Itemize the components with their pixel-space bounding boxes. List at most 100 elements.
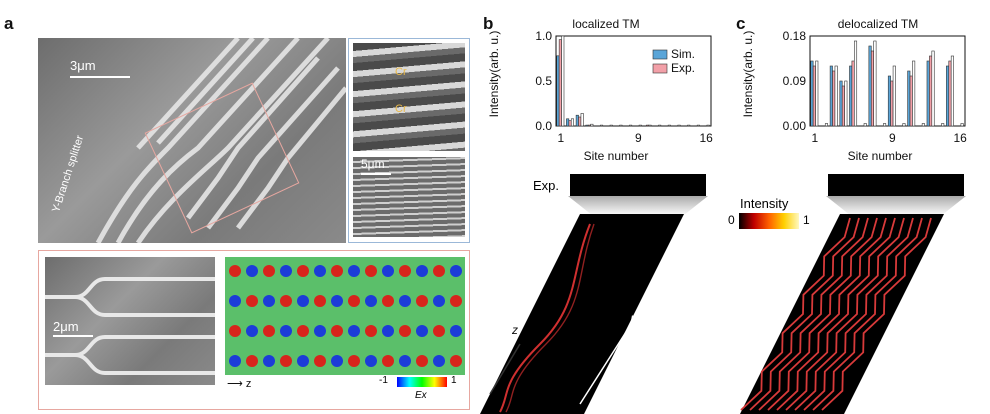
bar-outline-4 <box>844 80 848 127</box>
plot-frame <box>809 35 966 127</box>
bar-Sim.-11 <box>907 70 911 127</box>
bar-outline-16 <box>960 123 964 127</box>
field-lobe <box>297 265 309 277</box>
waveguide-trace <box>749 217 860 411</box>
bar-outline-12 <box>667 124 671 127</box>
exp-strip-b <box>570 174 706 196</box>
field-lobe <box>297 355 309 367</box>
field-lobe <box>365 295 377 307</box>
legend-label: Sim. <box>671 47 695 61</box>
field-lobe <box>416 355 428 367</box>
waveguide-sketch <box>95 38 346 243</box>
panel-label-b: b <box>483 14 494 33</box>
propagation-c <box>740 214 944 414</box>
legend-swatch-Sim. <box>652 49 668 60</box>
bar-Exp.-1 <box>558 39 562 127</box>
field-lobe <box>365 355 377 367</box>
scale-bar-bottom <box>53 335 93 337</box>
colorbar-max: 1 <box>451 375 457 386</box>
bar-outline-14 <box>941 123 945 127</box>
bar-Exp.-10 <box>646 124 650 127</box>
field-lobe <box>365 265 377 277</box>
colorbar-min: -1 <box>379 375 388 386</box>
panel-label-a: a <box>4 14 14 33</box>
legend-label: Exp. <box>671 61 695 75</box>
exp-label: Exp. <box>533 178 560 193</box>
bar-outline-15 <box>696 124 700 127</box>
bar-Sim.-1 <box>810 60 814 127</box>
chart-c-ylabel: Intensity(arb. u.) <box>741 31 755 118</box>
bar-outline-3 <box>580 113 584 127</box>
bar-Sim.-3 <box>575 114 579 127</box>
sem-zoom-frame: Cr Cr 5μm <box>348 38 470 243</box>
bar-outline-13 <box>677 124 681 127</box>
field-lobe <box>382 355 394 367</box>
bar-Exp.-15 <box>948 60 952 127</box>
bar-outline-3 <box>834 65 838 127</box>
intensity-title: Intensity <box>740 196 789 211</box>
intensity-colorbar <box>739 213 799 229</box>
y-tick-label: 0.09 <box>783 74 807 88</box>
scale-bar <box>70 76 130 78</box>
exp-funnel-b <box>568 196 708 216</box>
bar-Sim.-3 <box>829 65 833 127</box>
waveguide-trace <box>758 217 869 411</box>
bar-outline-2 <box>570 118 574 127</box>
bar-outline-9 <box>892 65 896 127</box>
bar-outline-7 <box>619 124 623 127</box>
bar-outline-5 <box>854 40 858 127</box>
field-lobe <box>246 325 258 337</box>
field-lobe <box>229 265 241 277</box>
field-lobe <box>433 325 445 337</box>
exp-funnel-c <box>826 196 966 216</box>
bar-outline-6 <box>609 124 613 127</box>
intensity-max: 1 <box>803 213 810 227</box>
waveguide-trace <box>803 217 914 411</box>
x-tick-label: 9 <box>889 131 896 145</box>
waveguide-trace <box>812 217 923 411</box>
field-lobe <box>433 355 445 367</box>
scale-label: 3μm <box>70 58 96 73</box>
prop-z-label: z <box>511 323 518 337</box>
bar-Exp.-1 <box>812 65 816 127</box>
field-lobe <box>450 295 462 307</box>
bar-outline-7 <box>873 40 877 127</box>
x-tick-label: 16 <box>953 131 967 145</box>
field-lobe <box>314 265 326 277</box>
bar-outline-10 <box>648 124 652 127</box>
waveguide-trace <box>821 217 932 411</box>
bar-outline-6 <box>863 123 867 127</box>
bar-Sim.-13 <box>926 60 930 127</box>
sem-image-bottom: 2μm <box>45 257 215 385</box>
waveguide-trace <box>785 217 896 411</box>
bar-Exp.-13 <box>929 55 933 127</box>
bar-Exp.-4 <box>587 124 591 127</box>
legend-swatch-Exp. <box>652 63 668 74</box>
field-lobe <box>229 325 241 337</box>
field-lobe <box>450 325 462 337</box>
chart-b-xlabel: Site number <box>584 149 649 163</box>
chart-b-title: localized TM <box>572 17 639 31</box>
bar-Sim.-1 <box>556 55 560 127</box>
bar-outline-8 <box>629 124 633 127</box>
field-lobe <box>280 295 292 307</box>
bar-Exp.-5 <box>851 60 855 127</box>
waveguide-trace <box>767 217 878 411</box>
field-lobe <box>314 295 326 307</box>
field-lobe <box>280 265 292 277</box>
bar-outline-11 <box>912 60 916 127</box>
field-lobe <box>348 295 360 307</box>
chart-b-ylabel: Intensity(arb. u.) <box>487 31 501 118</box>
bar-Exp.-7 <box>870 50 874 127</box>
field-lobe <box>450 355 462 367</box>
field-lobe <box>263 325 275 337</box>
x-tick-label: 1 <box>812 131 819 145</box>
field-lobe <box>382 265 394 277</box>
field-lobe <box>433 295 445 307</box>
bar-outline-4 <box>590 123 594 127</box>
y-tick-label: 0.00 <box>783 119 807 133</box>
field-lobe <box>246 295 258 307</box>
scale-label-bottom: 2μm <box>53 319 79 334</box>
field-lobe <box>348 265 360 277</box>
panel-label-c: c <box>736 14 746 33</box>
